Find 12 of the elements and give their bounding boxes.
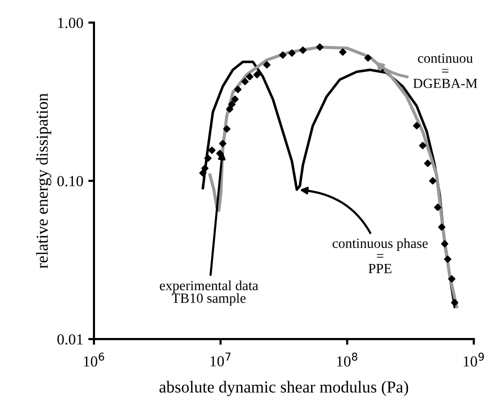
y-tick-label: 0.01 [57, 334, 83, 345]
annotation: experimental data TB10 sample [160, 280, 258, 306]
x-tick-label: 10$^{7}$ [210, 352, 231, 366]
x-tick-label: 10$^{6}$ [84, 352, 104, 367]
annotation: continuous phase = PPE [332, 238, 428, 274]
x-axis-title: absolute dynamic shear modulus (Pa) [159, 380, 408, 396]
x-tick-label: 10$^{8}$ [337, 352, 358, 367]
y-axis-title: relative energy dissipation [36, 93, 52, 268]
y-tick-label: 1.00 [58, 18, 83, 28]
y-tick-label: 0.10 [57, 176, 83, 186]
annotation: continuou = DGEBA-M [413, 54, 478, 88]
x-tick-label: 10$^{9}$ [464, 352, 484, 367]
